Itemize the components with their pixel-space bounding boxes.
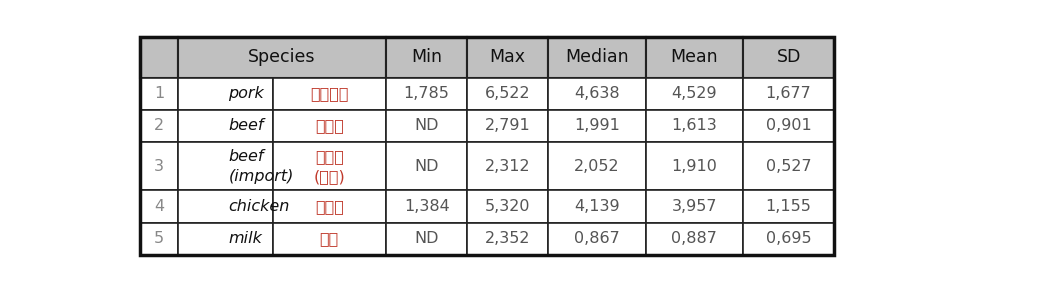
Text: beef: beef — [228, 118, 264, 133]
Text: 0,887: 0,887 — [672, 231, 718, 246]
Bar — [140, 110, 178, 142]
Text: 1,991: 1,991 — [574, 118, 620, 133]
Text: 1,613: 1,613 — [672, 118, 717, 133]
Text: 소고기
(수입): 소고기 (수입) — [314, 149, 345, 184]
Bar — [548, 78, 645, 110]
Bar — [178, 78, 273, 110]
Bar — [140, 190, 178, 223]
Bar — [645, 110, 743, 142]
Text: 0,867: 0,867 — [574, 231, 619, 246]
Bar — [386, 110, 468, 142]
Text: 닭고기: 닭고기 — [315, 199, 344, 214]
Bar — [645, 142, 743, 190]
Text: Max: Max — [490, 48, 526, 67]
Text: 5,320: 5,320 — [485, 199, 530, 214]
Text: 돼지고기: 돼지고기 — [310, 86, 348, 101]
Text: beef
(import): beef (import) — [228, 149, 294, 184]
Bar — [468, 78, 548, 110]
Text: 6,522: 6,522 — [485, 86, 530, 101]
Text: Mean: Mean — [670, 48, 718, 67]
Text: 2,312: 2,312 — [485, 159, 530, 174]
Text: 우유: 우유 — [320, 231, 339, 246]
Bar — [273, 142, 386, 190]
Text: 3: 3 — [154, 159, 164, 174]
Bar — [178, 110, 273, 142]
Text: 4,529: 4,529 — [672, 86, 717, 101]
Bar — [140, 142, 178, 190]
Text: pork: pork — [228, 86, 265, 101]
Bar — [548, 110, 645, 142]
Bar — [548, 223, 645, 255]
Bar — [273, 110, 386, 142]
Text: 2,052: 2,052 — [574, 159, 619, 174]
Bar — [178, 223, 273, 255]
Text: Median: Median — [565, 48, 629, 67]
Bar — [743, 142, 835, 190]
Text: 2,352: 2,352 — [485, 231, 530, 246]
Text: 소고기: 소고기 — [315, 118, 344, 133]
Text: milk: milk — [228, 231, 263, 246]
Text: ND: ND — [414, 159, 439, 174]
Bar — [468, 142, 548, 190]
Text: Min: Min — [411, 48, 442, 67]
Text: 1,785: 1,785 — [404, 86, 450, 101]
Text: 2: 2 — [154, 118, 164, 133]
Bar — [468, 37, 548, 78]
Bar — [273, 78, 386, 110]
Text: SD: SD — [776, 48, 801, 67]
Bar — [645, 223, 743, 255]
Bar — [140, 78, 178, 110]
Text: 4,139: 4,139 — [574, 199, 619, 214]
Bar — [386, 142, 468, 190]
Text: 4,638: 4,638 — [574, 86, 619, 101]
Bar — [548, 37, 645, 78]
Text: 3,957: 3,957 — [672, 199, 717, 214]
Bar — [386, 78, 468, 110]
Text: 0,695: 0,695 — [766, 231, 812, 246]
Bar — [743, 110, 835, 142]
Text: 2,791: 2,791 — [485, 118, 530, 133]
Text: 1,155: 1,155 — [766, 199, 812, 214]
Bar — [140, 37, 178, 78]
Bar — [468, 190, 548, 223]
Bar — [468, 223, 548, 255]
Bar — [743, 37, 835, 78]
Text: Species: Species — [248, 48, 316, 67]
Text: 1: 1 — [154, 86, 164, 101]
Bar — [468, 110, 548, 142]
Bar — [386, 190, 468, 223]
Text: ND: ND — [414, 118, 439, 133]
Bar — [645, 190, 743, 223]
Bar — [140, 223, 178, 255]
Bar — [273, 223, 386, 255]
Text: 0,527: 0,527 — [766, 159, 812, 174]
Bar — [548, 190, 645, 223]
Bar — [743, 78, 835, 110]
Text: 1,677: 1,677 — [766, 86, 812, 101]
Bar — [743, 190, 835, 223]
Text: ND: ND — [414, 231, 439, 246]
Text: 0,901: 0,901 — [766, 118, 812, 133]
Bar — [140, 37, 835, 255]
Bar — [178, 37, 386, 78]
Text: 1,910: 1,910 — [672, 159, 718, 174]
Text: 5: 5 — [154, 231, 164, 246]
Bar — [548, 142, 645, 190]
Text: chicken: chicken — [228, 199, 290, 214]
Bar — [386, 37, 468, 78]
Bar — [645, 78, 743, 110]
Bar — [178, 190, 273, 223]
Text: 4: 4 — [154, 199, 164, 214]
Bar — [273, 190, 386, 223]
Text: 1,384: 1,384 — [404, 199, 450, 214]
Bar — [645, 37, 743, 78]
Bar — [743, 223, 835, 255]
Bar — [178, 142, 273, 190]
Bar — [386, 223, 468, 255]
